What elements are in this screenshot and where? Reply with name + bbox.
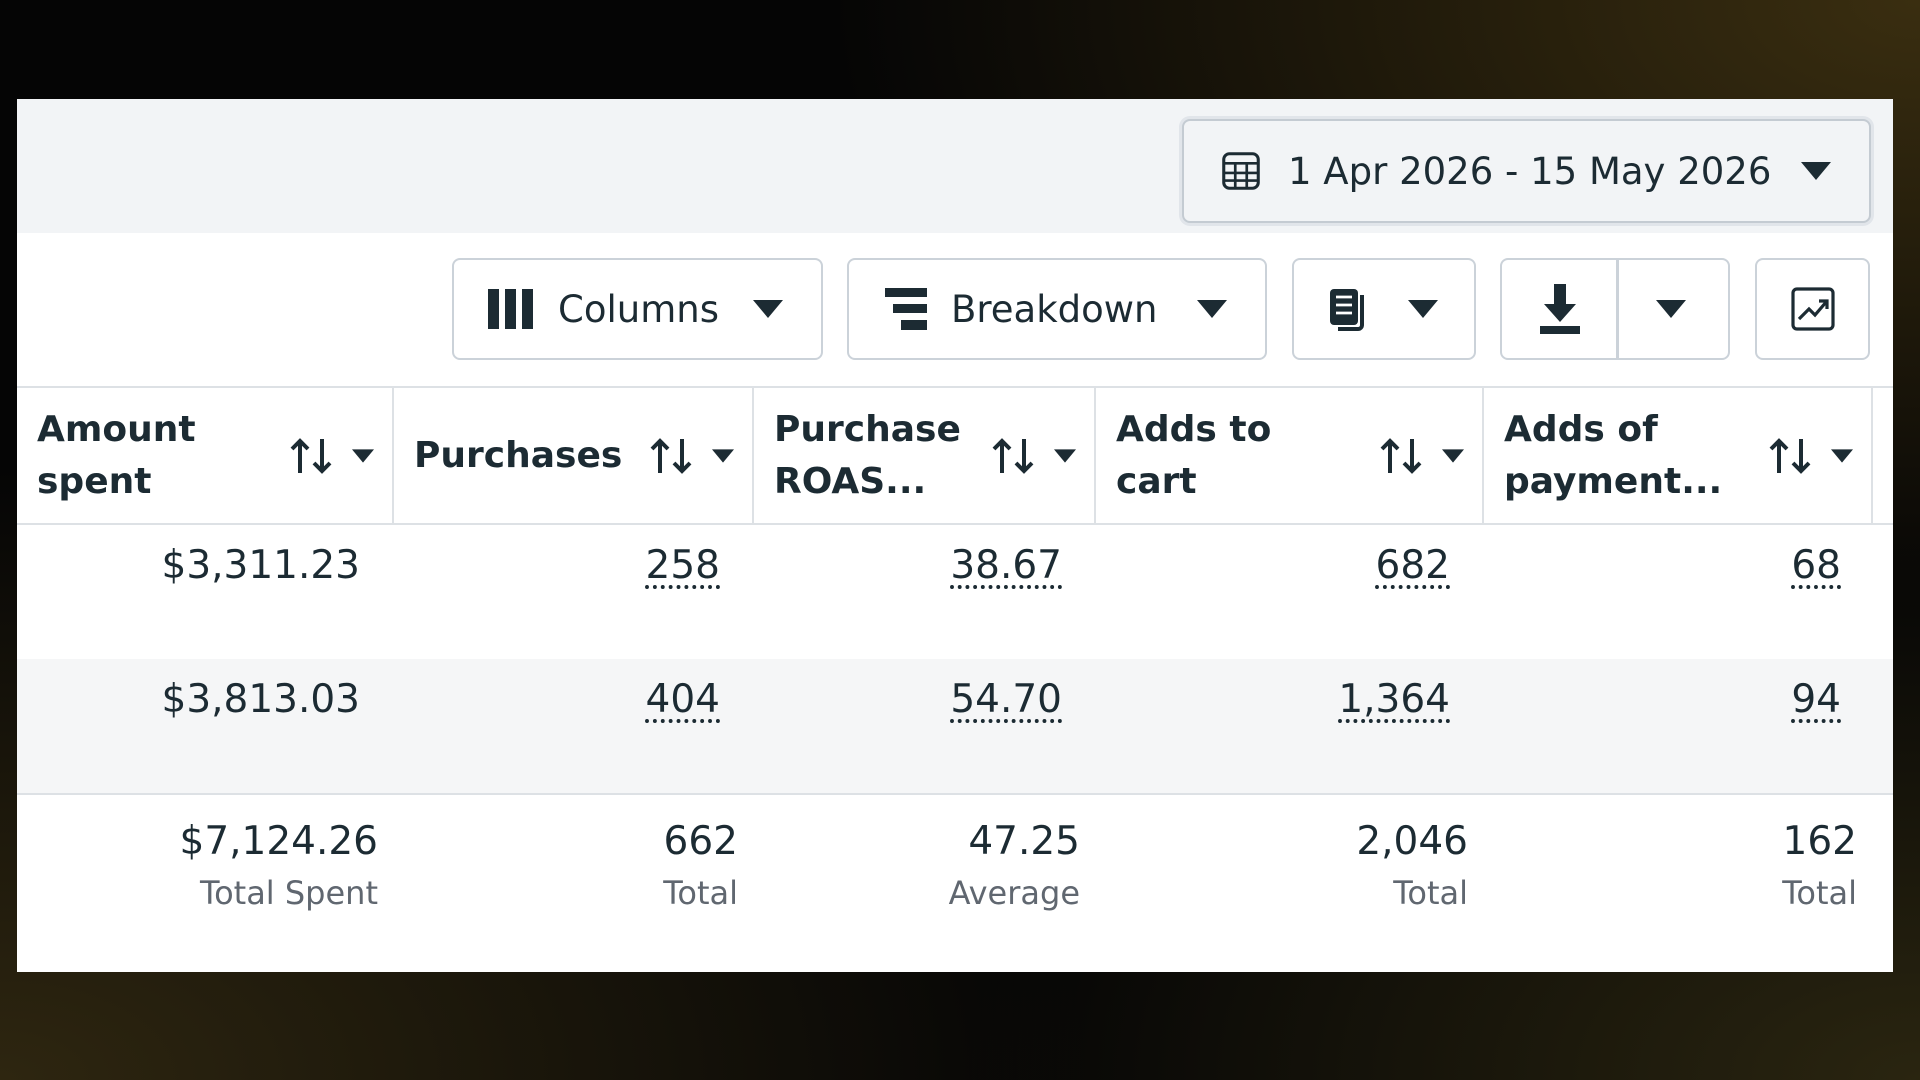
total-label: Total [1393, 874, 1468, 912]
cell: 38.67 [754, 525, 1096, 659]
caret [1054, 448, 1076, 463]
caret [1442, 448, 1464, 463]
date-range: 1 Apr 2026 - 15 May 2026 [1288, 149, 1772, 193]
total-value: 162 [1782, 819, 1857, 864]
caret [1831, 448, 1853, 463]
sort-icon [1769, 437, 1811, 474]
report-panel: 1 Apr 2026 - 15 May 2026 Columns Breakdo… [17, 99, 1893, 972]
totals-row: $7,124.26 Total Spent 662 Total 47.25 Average… [17, 793, 1893, 972]
chart-icon [1790, 287, 1835, 331]
sort-icons [1769, 437, 1853, 475]
caret [1197, 300, 1227, 318]
total-cell: 662 Total [394, 795, 754, 972]
header-label: Purchases [414, 434, 623, 476]
cell-value: $3,311.23 [161, 543, 361, 588]
total-value: 662 [663, 819, 738, 864]
export-button[interactable] [1500, 258, 1730, 360]
data-row: $3,311.23 258 38.67 682 68 [17, 525, 1893, 659]
chart-button[interactable] [1755, 258, 1870, 360]
total-value: $7,124.26 [179, 819, 379, 864]
sort-icons [1380, 437, 1464, 475]
data-row: $3,813.03 404 54.70 1,364 94 [17, 659, 1893, 793]
total-value: 2,046 [1356, 819, 1468, 864]
caret [1408, 300, 1438, 318]
column-header[interactable]: Purchase ROAS... [754, 388, 1096, 523]
cell: 404 [394, 659, 754, 793]
breakdown-button[interactable]: Breakdown [847, 258, 1267, 360]
caret [712, 448, 734, 463]
cell-value[interactable]: 94 [1791, 677, 1841, 722]
cell: 258 [394, 525, 754, 659]
header-label: Purchase ROAS... [774, 408, 961, 502]
cell: $3,311.23 [17, 525, 394, 659]
reports-icon [1330, 289, 1364, 331]
cell: 682 [1096, 525, 1484, 659]
breakdown-label: Breakdown [951, 287, 1158, 331]
top-bar: 1 Apr 2026 - 15 May 2026 [17, 99, 1893, 233]
header-label: Amount spent [37, 408, 196, 502]
sort-icon [650, 437, 692, 474]
cell-value[interactable]: 38.67 [950, 543, 1062, 588]
caret [1801, 162, 1831, 180]
divider [1616, 260, 1619, 358]
total-label: Total [663, 874, 738, 912]
total-cell: 162 Total [1484, 795, 1873, 972]
cell: 1,364 [1096, 659, 1484, 793]
total-label: Total [1782, 874, 1857, 912]
sort-icons [290, 437, 374, 475]
cell-value[interactable]: 682 [1375, 543, 1450, 588]
column-header[interactable]: Amount spent [17, 388, 394, 523]
sort-icons [992, 437, 1076, 475]
column-header[interactable]: Adds of payment... [1484, 388, 1873, 523]
total-value: 47.25 [968, 819, 1080, 864]
sort-icon [992, 437, 1034, 474]
date-picker[interactable]: 1 Apr 2026 - 15 May 2026 [1182, 119, 1871, 223]
download-icon [1540, 284, 1580, 334]
header-label: Adds of payment... [1504, 408, 1723, 502]
columns-icon [488, 289, 533, 329]
total-label: Average [948, 874, 1080, 912]
columns-label: Columns [558, 287, 719, 331]
cell: $3,813.03 [17, 659, 394, 793]
cell: 54.70 [754, 659, 1096, 793]
caret [352, 448, 374, 463]
columns-button[interactable]: Columns [452, 258, 823, 360]
cell-value[interactable]: 68 [1791, 543, 1841, 588]
data-table: Amount spent Purchases Purchase ROAS... Add… [17, 386, 1893, 912]
cell-value[interactable]: 54.70 [950, 677, 1062, 722]
cell: 94 [1484, 659, 1873, 793]
column-header[interactable]: Purchases [394, 388, 754, 523]
sort-icons [650, 437, 734, 475]
calendar-icon [1222, 152, 1260, 190]
sort-icon [1380, 437, 1422, 474]
total-cell: $7,124.26 Total Spent [17, 795, 394, 972]
column-header[interactable]: Adds to cart [1096, 388, 1484, 523]
total-label: Total Spent [199, 874, 378, 912]
total-cell: 47.25 Average [754, 795, 1096, 972]
cell: 68 [1484, 525, 1873, 659]
sort-icon [290, 437, 332, 474]
header-row: Amount spent Purchases Purchase ROAS... Add… [17, 388, 1893, 525]
cell-value[interactable]: 258 [645, 543, 720, 588]
reports-button[interactable] [1292, 258, 1476, 360]
caret [1656, 300, 1686, 318]
cell-value: $3,813.03 [161, 677, 361, 722]
cell-value[interactable]: 1,364 [1338, 677, 1450, 722]
total-cell: 2,046 Total [1096, 795, 1484, 972]
cell-value[interactable]: 404 [645, 677, 720, 722]
caret [753, 300, 783, 318]
breakdown-icon [885, 288, 927, 330]
header-label: Adds to cart [1116, 408, 1272, 502]
